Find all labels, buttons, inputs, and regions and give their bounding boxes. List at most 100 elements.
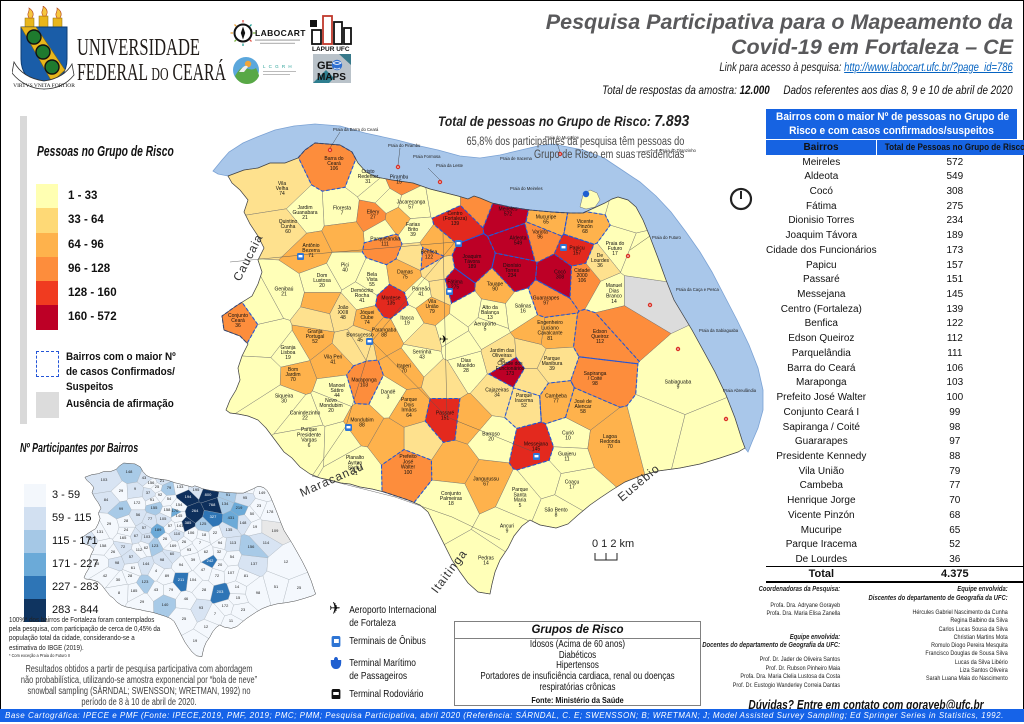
svg-text:572: 572 (504, 212, 513, 218)
svg-text:89: 89 (165, 573, 170, 578)
svg-text:Vicente: Vicente (577, 219, 594, 225)
svg-text:8: 8 (118, 590, 121, 595)
svg-text:15: 15 (236, 595, 241, 600)
svg-text:/ Coité: / Coité (588, 376, 603, 382)
svg-text:133: 133 (177, 484, 184, 489)
svg-text:Ancuri: Ancuri (500, 523, 514, 529)
svg-text:Senna: Senna (348, 466, 363, 472)
svg-text:9: 9 (506, 529, 509, 535)
svg-text:71: 71 (308, 253, 314, 259)
svg-text:Barra do: Barra do (324, 156, 343, 162)
svg-text:156: 156 (248, 544, 255, 549)
svg-text:54: 54 (167, 496, 172, 501)
svg-text:93: 93 (187, 547, 192, 552)
svg-text:15: 15 (396, 180, 402, 186)
svg-text:75: 75 (402, 275, 408, 281)
svg-text:4: 4 (155, 568, 158, 573)
svg-text:85: 85 (95, 561, 100, 566)
svg-text:Futuro: Futuro (608, 246, 623, 252)
svg-text:Maraponga: Maraponga (351, 377, 377, 383)
svg-text:112: 112 (596, 339, 604, 345)
svg-text:Pedras: Pedras (478, 555, 494, 561)
svg-text:Portugal: Portugal (306, 334, 325, 340)
svg-text:Ceará: Ceará (327, 161, 341, 167)
svg-text:Távora: Távora (464, 259, 480, 265)
svg-text:23: 23 (257, 503, 262, 508)
svg-text:Bela: Bela (367, 272, 377, 278)
svg-text:60: 60 (170, 551, 175, 556)
svg-text:7: 7 (199, 540, 202, 545)
svg-text:Praia do Futuro: Praia do Futuro (652, 235, 682, 240)
svg-text:Funcionários: Funcionários (496, 366, 525, 372)
svg-text:11: 11 (564, 457, 569, 463)
svg-text:264: 264 (192, 508, 199, 513)
svg-text:Messejana: Messejana (524, 441, 548, 447)
svg-text:94: 94 (179, 562, 184, 567)
svg-text:Vargas: Vargas (301, 438, 317, 444)
svg-text:Fátima: Fátima (447, 279, 463, 285)
svg-text:219: 219 (236, 505, 243, 510)
svg-text:203: 203 (217, 589, 224, 594)
svg-text:26: 26 (163, 536, 168, 541)
svg-text:LABOCART: LABOCART (255, 28, 306, 38)
svg-text:92: 92 (158, 492, 163, 497)
svg-text:158: 158 (100, 543, 107, 548)
svg-text:16: 16 (520, 309, 526, 315)
svg-text:Brito: Brito (408, 227, 419, 233)
svg-text:31: 31 (365, 179, 371, 185)
svg-text:Parreão: Parreão (412, 286, 430, 292)
svg-text:Benfica: Benfica (421, 249, 438, 255)
svg-text:28: 28 (128, 573, 133, 578)
svg-text:Queiroz: Queiroz (591, 334, 609, 340)
svg-text:27: 27 (370, 215, 376, 221)
svg-text:70: 70 (290, 377, 296, 383)
svg-text:Genibaú: Genibaú (275, 286, 294, 292)
svg-text:135: 135 (387, 301, 396, 307)
svg-text:Manoel: Manoel (329, 383, 345, 389)
svg-text:Torres: Torres (505, 268, 519, 274)
svg-text:Conjunto: Conjunto (441, 491, 461, 497)
svg-text:São Bento: São Bento (544, 507, 568, 513)
svg-text:FEDERAL DO CEARÁ: FEDERAL DO CEARÁ (77, 60, 226, 86)
svg-text:Dom: Dom (317, 273, 328, 279)
svg-text:70: 70 (401, 369, 407, 375)
svg-text:327: 327 (210, 514, 217, 519)
svg-text:30: 30 (281, 399, 287, 405)
svg-text:81: 81 (244, 573, 249, 578)
svg-text:41: 41 (330, 360, 336, 366)
svg-text:22: 22 (302, 416, 308, 422)
svg-text:144: 144 (143, 561, 150, 566)
svg-text:67: 67 (483, 482, 489, 488)
svg-text:26: 26 (182, 539, 187, 544)
svg-text:151: 151 (441, 416, 450, 422)
svg-text:Parangaba: Parangaba (372, 327, 397, 333)
svg-text:74: 74 (364, 320, 370, 326)
svg-text:10: 10 (565, 436, 571, 442)
svg-text:34: 34 (494, 393, 500, 399)
svg-text:Bom: Bom (288, 367, 298, 373)
svg-text:Damas: Damas (397, 269, 413, 275)
svg-text:Praia do Titanzinho: Praia do Titanzinho (660, 148, 697, 153)
svg-text:98: 98 (256, 590, 261, 595)
svg-text:Luciano: Luciano (541, 325, 559, 331)
svg-text:XXIII: XXIII (338, 310, 349, 316)
svg-text:12: 12 (204, 624, 209, 629)
svg-text:106: 106 (188, 530, 195, 535)
svg-text:67: 67 (134, 533, 139, 538)
svg-text:131: 131 (97, 529, 104, 534)
svg-text:14: 14 (611, 299, 617, 305)
svg-text:Antônio: Antônio (303, 243, 320, 249)
svg-text:100: 100 (404, 470, 413, 476)
svg-text:9: 9 (677, 385, 680, 391)
svg-text:Manuel: Manuel (606, 283, 622, 289)
svg-text:99: 99 (119, 506, 124, 511)
svg-text:68: 68 (582, 229, 588, 235)
svg-text:122: 122 (425, 255, 434, 261)
svg-text:95: 95 (243, 495, 248, 500)
svg-text:Centro: Centro (447, 211, 462, 217)
svg-text:João: João (338, 305, 349, 311)
svg-text:7: 7 (341, 211, 344, 217)
svg-text:Guararapes: Guararapes (533, 295, 560, 301)
svg-text:Praia Formosa: Praia Formosa (413, 154, 441, 159)
svg-text:109: 109 (272, 528, 279, 533)
